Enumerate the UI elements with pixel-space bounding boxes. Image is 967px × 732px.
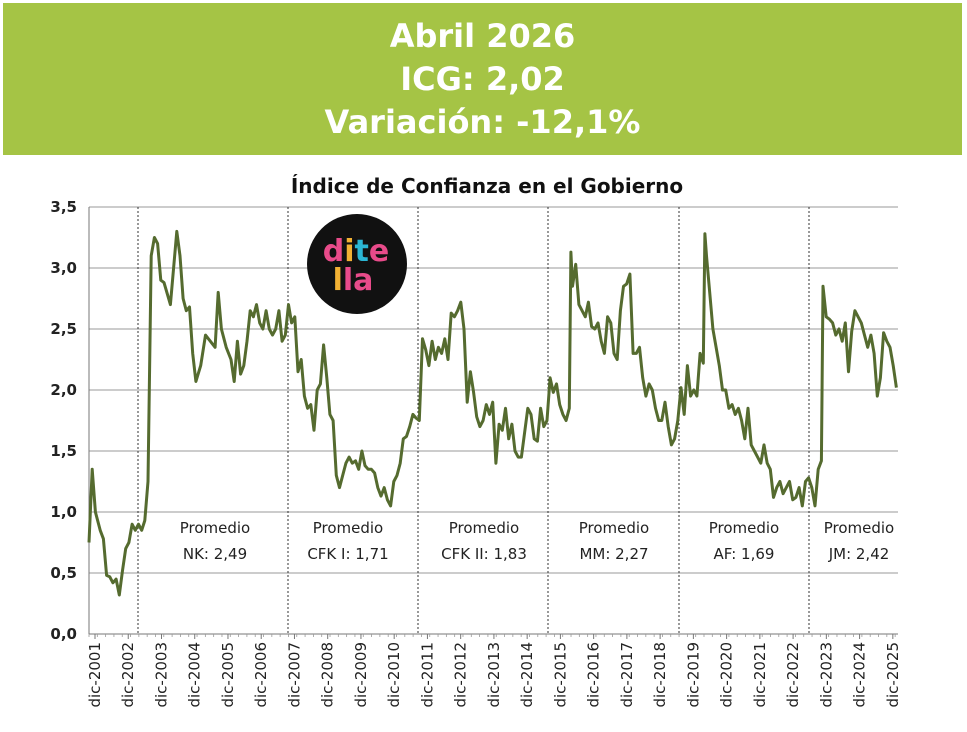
x-tick-label: dic-2005	[219, 642, 237, 708]
x-axis-ticks: dic-2001 dic-2002 dic-2003 dic-2004 dic-2005…	[86, 634, 902, 708]
x-tick-label: dic-2015	[551, 642, 569, 708]
period-average: CFK I: 1,71	[307, 545, 388, 563]
period-average: AF: 1,69	[714, 545, 775, 563]
logo-letter: a	[353, 263, 373, 298]
x-tick-label: dic-2024	[851, 642, 869, 708]
series-line	[87, 229, 898, 597]
y-tick-label: 1,5	[50, 442, 77, 460]
x-tick-label: dic-2004	[186, 642, 204, 708]
x-tick-label: dic-2009	[352, 642, 370, 708]
period-label: Promedio	[709, 519, 780, 537]
period-averages: Promedio NK: 2,49 Promedio CFK I: 1,71 Prome…	[180, 519, 895, 563]
x-tick-label: dic-2001	[86, 642, 104, 708]
y-tick-label: 3,0	[50, 259, 77, 277]
chart-grid	[88, 206, 898, 635]
x-tick-label: dic-2019	[684, 642, 702, 708]
logo-letter: e	[369, 234, 389, 269]
x-tick-label: dic-2013	[485, 642, 503, 708]
y-tick-label: 2,0	[50, 381, 77, 399]
period-label: Promedio	[180, 519, 251, 537]
summary-banner: Abril 2026 ICG: 2,02 Variación: -12,1%	[3, 3, 962, 155]
period-label: Promedio	[824, 519, 895, 537]
x-tick-label: dic-2007	[285, 642, 303, 708]
banner-date: Abril 2026	[389, 17, 576, 55]
x-tick-label: dic-2023	[817, 642, 835, 708]
banner-variation: Variación: -12,1%	[324, 103, 641, 141]
logo-text-bottom: lla	[333, 263, 374, 298]
period-average: NK: 2,49	[183, 545, 247, 563]
logo-letter: t	[355, 234, 369, 269]
x-tick-label: dic-2008	[319, 642, 337, 708]
x-tick-label: dic-2011	[418, 642, 436, 708]
period-average: JM: 2,42	[828, 545, 890, 563]
logo-letter: i	[344, 234, 354, 269]
y-axis-ticks: 0,0 0,5 1,0 1,5 2,0 2,5 3,0 3,5	[50, 198, 77, 643]
x-tick-label: dic-2025	[884, 642, 902, 708]
logo-letter: l	[333, 263, 343, 298]
x-tick-label: dic-2018	[651, 642, 669, 708]
x-tick-label: dic-2006	[252, 642, 270, 708]
icg-line-chart: Índice de Confianza en el Gobierno 0,00,…	[50, 174, 902, 708]
x-tick-label: dic-2012	[452, 642, 470, 708]
x-tick-label: dic-2010	[385, 642, 403, 708]
x-tick-label: dic-2016	[585, 642, 603, 708]
ditella-logo: dite lla	[307, 214, 407, 314]
y-tick-label: 1,0	[50, 503, 77, 521]
x-tick-label: dic-2021	[751, 642, 769, 708]
x-tick-label: dic-2017	[618, 642, 636, 708]
y-tick-label: 2,5	[50, 320, 77, 338]
x-tick-label: dic-2022	[784, 642, 802, 708]
period-label: Promedio	[579, 519, 650, 537]
x-tick-label: dic-2020	[718, 642, 736, 708]
y-tick-label: 0,0	[50, 625, 77, 643]
period-label: Promedio	[449, 519, 520, 537]
logo-letter: l	[343, 263, 353, 298]
logo-text-top: dite	[323, 234, 389, 269]
y-tick-label: 0,5	[50, 564, 77, 582]
banner-icg-value: ICG: 2,02	[400, 60, 565, 98]
chart-title: Índice de Confianza en el Gobierno	[291, 174, 683, 198]
x-tick-label: dic-2002	[119, 642, 137, 708]
y-tick-label: 3,5	[50, 198, 77, 216]
period-average: CFK II: 1,83	[441, 545, 527, 563]
logo-letter: d	[323, 234, 344, 269]
period-label: Promedio	[313, 519, 384, 537]
period-average: MM: 2,27	[579, 545, 648, 563]
x-tick-label: dic-2003	[152, 642, 170, 708]
x-tick-label: dic-2014	[518, 642, 536, 708]
